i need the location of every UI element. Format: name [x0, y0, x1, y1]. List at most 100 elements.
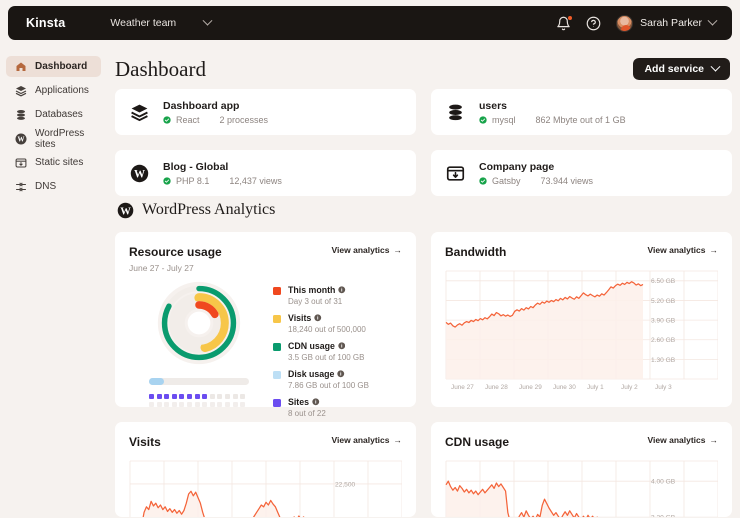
bell-icon[interactable]	[556, 15, 573, 31]
svg-text:W: W	[18, 135, 25, 143]
sites-dot-row	[149, 394, 249, 399]
service-meta: React 2 processes	[163, 115, 268, 125]
user-menu[interactable]: Sarah Parker	[616, 14, 718, 32]
service-card[interactable]: users mysql 862 Mbyte out of 1 GB	[431, 89, 732, 135]
legend-name: Visits	[288, 313, 312, 323]
legend-name-row: This month	[288, 285, 346, 295]
sites-dot	[171, 401, 177, 407]
visits-card: Visits View analytics → 22,50018,000	[115, 422, 416, 517]
legend-row: This month Day 3 out of 31	[273, 285, 402, 306]
sidebar-item-applications[interactable]: Applications	[6, 80, 101, 101]
help-circle-icon[interactable]	[586, 16, 601, 31]
sites-dot	[217, 394, 223, 399]
service-name: Dashboard app	[163, 99, 240, 112]
check-circle-icon	[479, 115, 487, 124]
sidebar-item-dashboard[interactable]: Dashboard	[6, 56, 101, 77]
top-bar-actions: Sarah Parker	[556, 14, 718, 32]
cdn-usage-header: CDN usage View analytics →	[445, 435, 718, 449]
view-analytics-link[interactable]: View analytics →	[332, 435, 402, 445]
sites-dot	[240, 394, 246, 399]
sidebar-item-label: WordPress sites	[35, 127, 85, 150]
view-analytics-link[interactable]: View analytics →	[648, 245, 718, 255]
notification-badge	[567, 15, 573, 20]
legend-name-row: Disk usage	[288, 369, 369, 379]
legend-row: Sites 8 out of 22	[273, 397, 402, 418]
info-icon[interactable]	[314, 314, 322, 322]
visits-title: Visits	[129, 435, 161, 449]
sidebar-item-label: Applications	[35, 85, 89, 96]
service-card[interactable]: Company page Gatsby 73.944 views	[431, 150, 732, 196]
check-circle-icon	[163, 115, 171, 124]
service-card[interactable]: W Blog - Global PHP 8.1 12,437 views	[115, 150, 416, 196]
donut-arc-this-month	[177, 301, 221, 345]
legend-name: Disk usage	[288, 369, 335, 379]
sidebar: Dashboard Applications Databases W WordPress…	[0, 46, 107, 518]
sites-dot	[156, 401, 162, 407]
wordpress-icon: W	[117, 202, 134, 219]
view-analytics-link[interactable]: View analytics →	[648, 435, 718, 445]
cdn-usage-line-chart: 4.00 GB 3.20 GB	[445, 460, 718, 517]
svg-text:W: W	[134, 168, 145, 180]
service-meta: mysql 862 Mbyte out of 1 GB	[479, 115, 626, 125]
service-stat: 2 processes	[219, 114, 269, 125]
legend-value: 18,240 out of 500,000	[288, 325, 366, 334]
service-name: Blog - Global	[163, 160, 229, 173]
view-analytics-label: View analytics	[331, 245, 390, 255]
x-axis-tick-label: June 29	[519, 384, 542, 391]
info-icon[interactable]	[338, 342, 346, 350]
legend-name-row: Sites	[288, 397, 326, 407]
legend-value: 3.5 GB out of 100 GB	[288, 353, 365, 362]
sites-dot	[232, 401, 238, 407]
sidebar-item-dns[interactable]: DNS	[6, 176, 101, 197]
resource-usage-title: Resource usage	[129, 245, 222, 259]
team-selector-label: Weather team	[110, 17, 177, 29]
legend-text: Disk usage 7.86 GB out of 100 GB	[288, 369, 369, 390]
info-icon[interactable]	[337, 370, 345, 378]
info-icon[interactable]	[312, 398, 320, 406]
top-navigation-bar: Kinsta Weather team	[8, 6, 732, 40]
legend-name: CDN usage	[288, 341, 335, 351]
sites-dot	[232, 394, 238, 399]
bandwidth-line-chart: 6.50 GB 5.20 GB 3.90 GB 2.60 GB 1.30 GB June …	[445, 270, 718, 391]
arrow-right-icon: →	[393, 245, 403, 255]
service-card[interactable]: Dashboard app React 2 processes	[115, 89, 416, 135]
bandwidth-header: Bandwidth View analytics →	[445, 245, 718, 259]
sidebar-item-wordpress-sites[interactable]: W WordPress sites	[6, 127, 101, 150]
legend-value: 7.86 GB out of 100 GB	[288, 381, 369, 390]
service-meta: Gatsby 73.944 views	[479, 176, 593, 186]
x-axis-tick-label: June 27	[451, 384, 474, 391]
team-selector[interactable]: Weather team	[110, 15, 213, 29]
legend-swatch	[273, 287, 281, 295]
legend-name-row: Visits	[288, 313, 366, 323]
service-tech: PHP 8.1	[176, 175, 210, 186]
legend-name: Sites	[288, 397, 310, 407]
view-analytics-link[interactable]: View analytics →	[332, 245, 402, 255]
resource-donut-column	[129, 281, 269, 425]
service-tech: Gatsby	[492, 175, 521, 186]
legend-value: 8 out of 22	[288, 409, 326, 418]
legend-text: Sites 8 out of 22	[288, 397, 326, 418]
sidebar-item-static-sites[interactable]: Static sites	[6, 152, 101, 173]
sites-dot	[194, 394, 200, 399]
service-meta: PHP 8.1 12,437 views	[163, 176, 282, 186]
sites-dot	[186, 401, 192, 407]
kinsta-logo[interactable]: Kinsta	[26, 16, 66, 30]
legend-swatch	[273, 399, 281, 407]
visits-line-chart: 22,50018,000	[129, 460, 402, 517]
service-stat: 12,437 views	[229, 175, 282, 186]
arrow-right-icon: →	[709, 245, 719, 255]
legend-value: Day 3 out of 31	[288, 297, 343, 306]
y-axis-tick-label: 1.30 GB	[651, 357, 676, 364]
donut-arc-visits	[169, 293, 229, 353]
add-service-label: Add service	[644, 63, 704, 75]
avatar	[616, 14, 634, 32]
layers-icon	[15, 85, 27, 97]
add-service-button[interactable]: Add service	[633, 58, 730, 80]
cdn-usage-title: CDN usage	[445, 435, 510, 449]
sites-dot	[224, 394, 230, 399]
info-icon[interactable]	[338, 286, 346, 294]
sites-dot	[164, 394, 170, 399]
sites-dot-row	[149, 401, 249, 407]
sidebar-item-databases[interactable]: Databases	[6, 104, 101, 125]
